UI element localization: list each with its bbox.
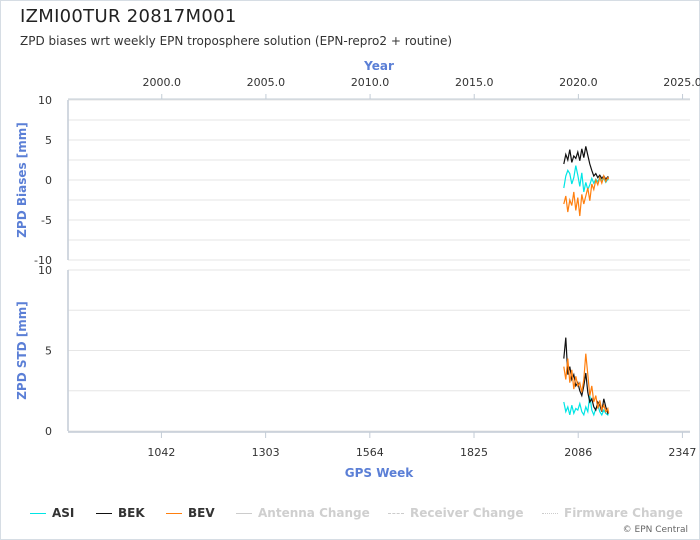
x-axis-tick-label: 2086 xyxy=(564,446,592,459)
legend-label: ASI xyxy=(52,506,75,520)
legend-label: BEV xyxy=(188,506,215,520)
legend-swatch xyxy=(166,512,182,514)
legend-item-firmware-change[interactable]: Firmware Change xyxy=(542,504,683,522)
x-axis-tick-label: 1825 xyxy=(460,446,488,459)
legend: ASI BEK BEV Antenna Change Receiver Change Fi… xyxy=(30,504,690,522)
x-axis-tick-label: 1564 xyxy=(356,446,384,459)
legend-item-bev[interactable]: BEV xyxy=(166,504,215,522)
legend-item-antenna-change[interactable]: Antenna Change xyxy=(236,504,370,522)
top-axis-title: Year xyxy=(363,59,394,73)
legend-swatch xyxy=(30,512,46,514)
legend-swatch xyxy=(96,512,112,514)
y-tick-label: 0 xyxy=(45,425,52,438)
series-line-bev xyxy=(563,353,610,414)
legend-label: Receiver Change xyxy=(410,506,524,520)
top-axis-tick-label: 2020.0 xyxy=(559,76,598,89)
y-tick-label: -5 xyxy=(41,214,52,227)
y-tick-label: 5 xyxy=(45,134,52,147)
y-tick-label: 10 xyxy=(38,264,52,277)
legend-item-bek[interactable]: BEK xyxy=(96,504,145,522)
y-tick-label: -10 xyxy=(34,254,52,267)
top-axis-tick-label: 2025.0 xyxy=(663,76,700,89)
credit-text: © EPN Central xyxy=(622,525,688,535)
chart-title: IZMI00TUR 20817M001 xyxy=(20,6,237,27)
top-axis-tick-label: 2005.0 xyxy=(247,76,286,89)
legend-swatch xyxy=(542,512,558,514)
top-axis-tick-label: 2010.0 xyxy=(351,76,390,89)
top-axis-tick-label: 2015.0 xyxy=(455,76,494,89)
legend-label: Firmware Change xyxy=(564,506,683,520)
y-tick-label: 0 xyxy=(45,174,52,187)
x-axis-tick-label: 1303 xyxy=(252,446,280,459)
x-axis-tick-label: 2347 xyxy=(668,446,696,459)
legend-swatch xyxy=(236,512,252,514)
y-tick-label: 5 xyxy=(45,345,52,358)
series-line-bev xyxy=(563,174,610,217)
x-axis-tick-label: 1042 xyxy=(147,446,175,459)
x-axis-title: GPS Week xyxy=(345,466,415,480)
top-axis-tick-label: 2000.0 xyxy=(143,76,182,89)
legend-swatch xyxy=(388,512,404,514)
series-line-bek xyxy=(563,146,610,181)
chart-subtitle: ZPD biases wrt weekly EPN troposphere so… xyxy=(20,34,453,48)
y-axis-title: ZPD Biases [mm] xyxy=(15,122,29,238)
legend-item-receiver-change[interactable]: Receiver Change xyxy=(388,504,524,522)
y-tick-label: 10 xyxy=(38,94,52,107)
legend-label: Antenna Change xyxy=(258,506,370,520)
series-line-asi xyxy=(563,395,610,417)
legend-label: BEK xyxy=(118,506,145,520)
y-axis-title: ZPD STD [mm] xyxy=(15,301,29,400)
legend-item-asi[interactable]: ASI xyxy=(30,504,74,522)
